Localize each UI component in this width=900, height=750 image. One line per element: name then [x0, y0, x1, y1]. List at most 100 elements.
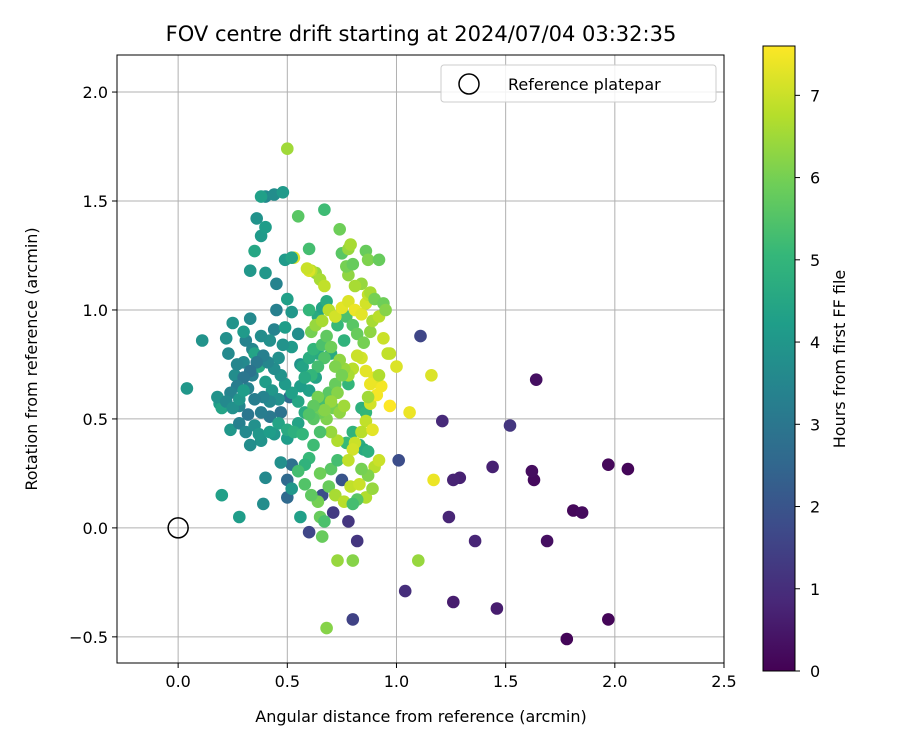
data-point — [259, 266, 272, 280]
data-point — [254, 190, 268, 203]
data-point — [311, 360, 325, 373]
data-point — [285, 482, 299, 496]
data-point — [412, 554, 425, 567]
data-point — [259, 471, 272, 485]
data-point — [215, 488, 229, 502]
data-point — [414, 329, 427, 343]
reference-point — [167, 517, 189, 539]
data-point — [529, 373, 543, 387]
data-point — [324, 395, 338, 408]
y-tick-label: 1.0 — [83, 301, 108, 320]
data-point — [276, 338, 290, 352]
y-tick-label: 1.5 — [83, 192, 108, 211]
data-point — [337, 399, 351, 413]
data-point — [318, 515, 331, 528]
data-point — [180, 382, 194, 395]
x-tick-label: 0.5 — [275, 672, 300, 691]
data-point — [291, 464, 305, 478]
data-point — [355, 462, 368, 476]
data-point — [342, 377, 355, 391]
data-point — [302, 303, 316, 317]
data-point — [335, 473, 349, 487]
data-point — [359, 414, 373, 428]
colorbar-gradient — [762, 45, 796, 672]
data-point — [346, 497, 360, 511]
data-point — [346, 554, 360, 567]
data-points — [180, 142, 635, 646]
data-point — [398, 584, 412, 598]
data-point — [335, 369, 349, 382]
data-point — [224, 423, 237, 437]
data-point — [329, 360, 342, 373]
data-point — [372, 369, 386, 382]
data-point — [329, 488, 342, 502]
data-point — [346, 425, 360, 439]
colorbar-tick-label: 4 — [810, 333, 820, 352]
data-point — [257, 497, 270, 511]
data-point — [320, 329, 333, 343]
data-point — [525, 464, 539, 478]
data-point — [350, 349, 364, 363]
data-point — [331, 454, 344, 467]
reference-platepar-marker — [167, 517, 189, 539]
data-point — [263, 425, 277, 439]
data-point — [468, 534, 482, 548]
y-tick-label: −0.5 — [69, 628, 108, 647]
data-point — [296, 360, 309, 373]
data-point — [447, 595, 460, 609]
x-tick-label: 1.0 — [384, 672, 409, 691]
data-point — [490, 602, 504, 615]
data-point — [259, 220, 272, 234]
data-point — [278, 321, 292, 334]
chart-title: FOV centre drift starting at 2024/07/04 … — [166, 22, 677, 46]
data-point — [313, 425, 327, 439]
data-point — [291, 395, 305, 408]
data-point — [267, 323, 281, 336]
data-point — [326, 506, 340, 519]
legend-entry-reference-platepar: Reference platepar — [508, 75, 661, 94]
data-point — [342, 454, 355, 467]
data-point — [348, 279, 362, 293]
data-point — [237, 371, 250, 384]
colorbar-tick-label: 2 — [810, 498, 820, 517]
legend-box — [440, 64, 717, 103]
data-point — [364, 325, 377, 339]
data-point — [315, 530, 329, 543]
data-point — [390, 360, 403, 373]
data-point — [233, 510, 246, 524]
data-point — [346, 443, 360, 456]
data-point — [377, 332, 390, 345]
x-tick-label: 2.0 — [602, 672, 627, 691]
data-point — [243, 312, 257, 326]
data-point — [602, 458, 615, 472]
legend[interactable]: Reference platepar — [440, 64, 717, 103]
legend-marker-open-circle — [458, 73, 480, 95]
data-point — [353, 478, 366, 491]
data-point — [436, 414, 449, 428]
data-point — [602, 613, 615, 626]
data-point — [250, 212, 263, 225]
y-tick-label: 0.0 — [83, 519, 108, 538]
data-point — [307, 438, 320, 452]
data-point — [381, 347, 395, 360]
data-point — [270, 277, 283, 291]
data-point — [342, 515, 355, 528]
data-point — [237, 325, 250, 339]
data-point — [222, 347, 235, 360]
data-point — [302, 525, 316, 539]
data-point — [239, 425, 253, 439]
data-point — [357, 336, 371, 350]
data-point — [344, 238, 357, 251]
data-point — [383, 399, 397, 413]
data-point — [285, 305, 299, 319]
colorbar-tick-label: 3 — [810, 415, 820, 434]
data-point — [329, 310, 342, 323]
data-point — [403, 406, 416, 419]
data-point — [447, 473, 460, 487]
data-point — [355, 308, 368, 321]
data-point — [318, 351, 331, 365]
data-point — [324, 425, 338, 439]
colorbar-tick-label: 6 — [810, 169, 820, 188]
data-point — [291, 210, 305, 223]
data-point — [259, 375, 272, 389]
